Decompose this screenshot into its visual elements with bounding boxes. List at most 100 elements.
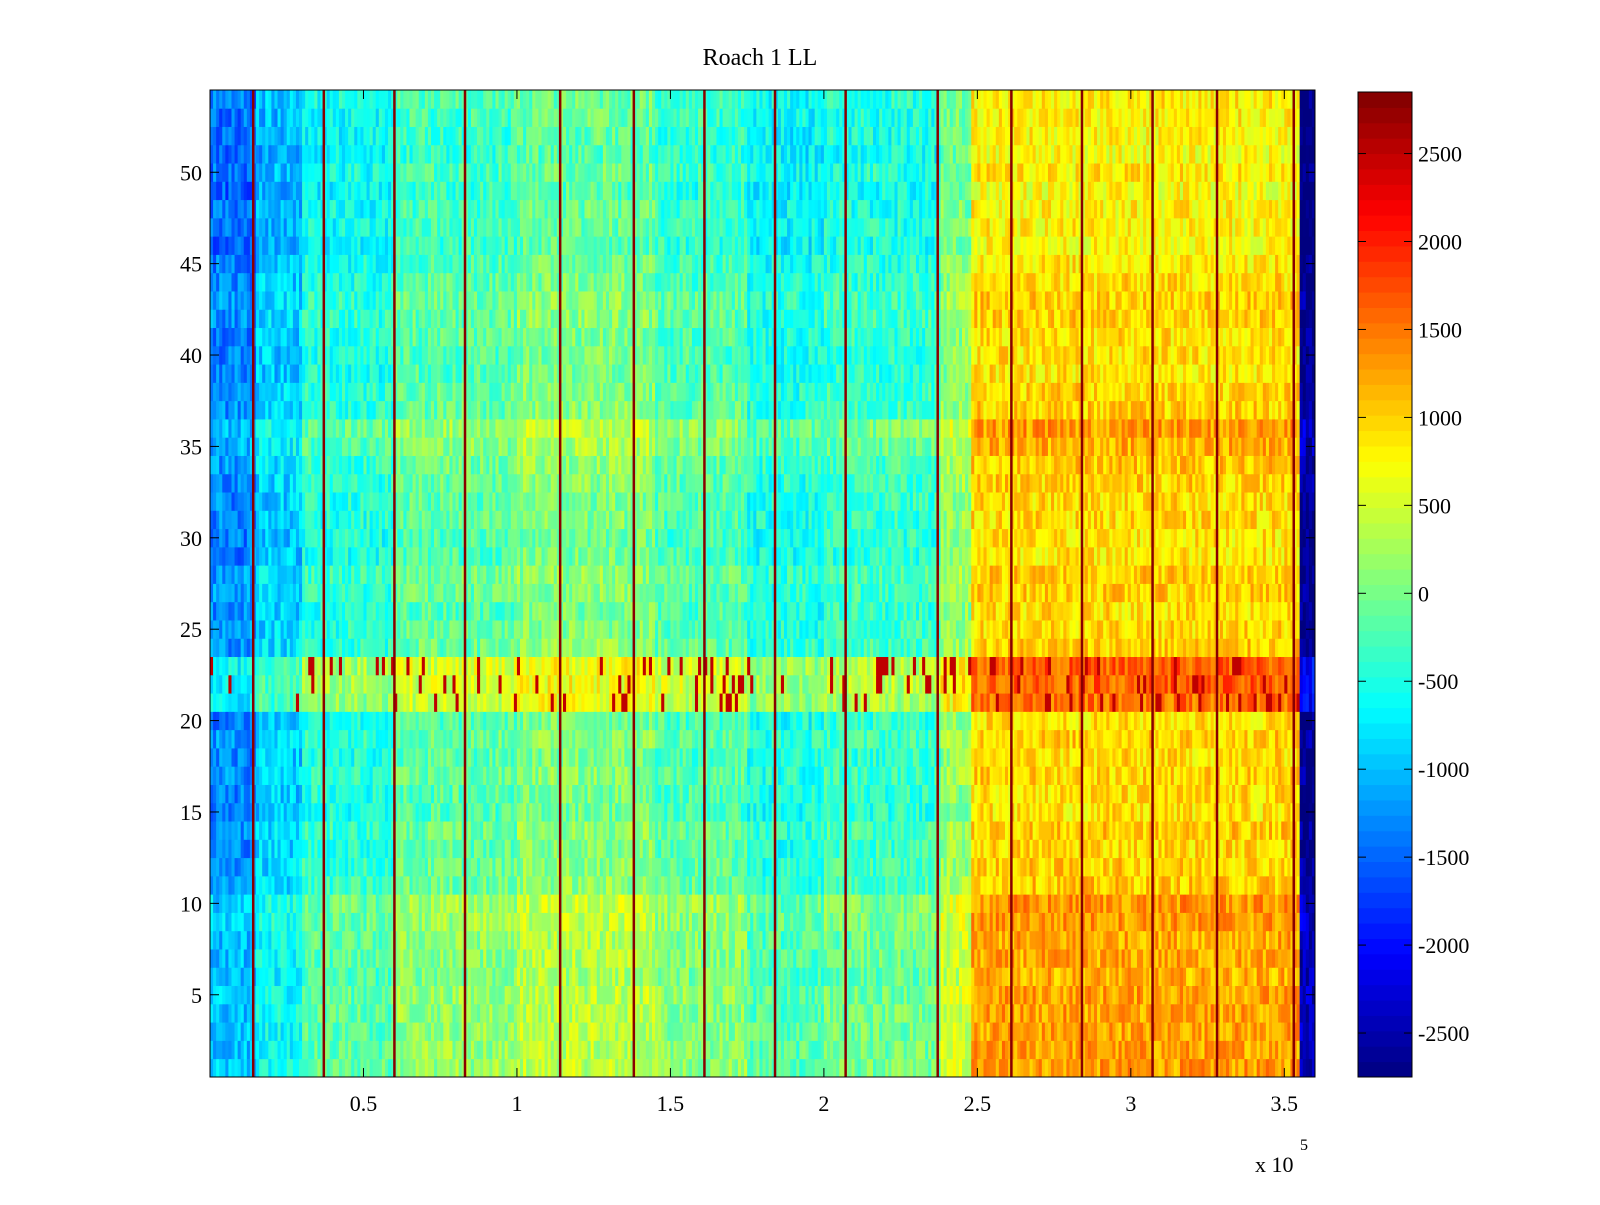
heatmap-cell [1109, 930, 1113, 950]
heatmap-cell [473, 949, 478, 968]
heatmap-cell [830, 1003, 834, 1023]
heatmap-cell [225, 930, 229, 950]
heatmap-cell [507, 930, 512, 950]
heatmap-cell [397, 912, 401, 932]
heatmap-cell [716, 875, 720, 895]
heatmap-cell [1259, 930, 1264, 950]
heatmap-cell [612, 949, 616, 968]
heatmap-cell [986, 985, 991, 1005]
heatmap-cell [289, 821, 294, 840]
heatmap-cell [983, 821, 987, 840]
heatmap-cell [750, 1058, 754, 1078]
heatmap-cell [351, 875, 355, 895]
heatmap-cell [605, 930, 610, 950]
heatmap-cell [504, 894, 509, 913]
heatmap-cell [1198, 930, 1202, 950]
heatmap-cell [903, 1058, 908, 1078]
heatmap-cell [605, 1040, 610, 1060]
heatmap-cell [228, 1022, 232, 1041]
heatmap-cell [848, 894, 852, 913]
heatmap-cell [507, 1022, 512, 1041]
heatmap-cell [424, 857, 429, 877]
heatmap-cell [1047, 875, 1052, 895]
heatmap-cell [1179, 894, 1184, 913]
heatmap-cell [397, 894, 401, 913]
heatmap-cell [894, 1003, 898, 1023]
heatmap-cell [259, 1040, 263, 1060]
heatmap-cell [1044, 930, 1049, 950]
heatmap-cell [302, 1040, 306, 1060]
heatmap-cell [728, 1022, 733, 1041]
heatmap-cell [1216, 839, 1221, 859]
heatmap-cell [756, 912, 760, 932]
heatmap-cell [345, 894, 349, 913]
heatmap-cell [1057, 1058, 1061, 1078]
heatmap-cell [397, 985, 401, 1005]
heatmap-cell [1259, 894, 1264, 913]
heatmap-cell [372, 857, 377, 877]
heatmap-cell [412, 875, 417, 895]
heatmap-cell [283, 949, 288, 968]
heatmap-cell [1250, 949, 1255, 968]
heatmap-cell [495, 1058, 499, 1078]
heatmap-cell [1008, 1003, 1012, 1023]
heatmap-cell [403, 985, 407, 1005]
heatmap-cell [572, 1022, 576, 1041]
heatmap-cell [995, 857, 1000, 877]
heatmap-cell [292, 875, 297, 895]
heatmap-cell [1207, 985, 1212, 1005]
heatmap-cell [1281, 930, 1285, 950]
heatmap-cell [504, 875, 509, 895]
heatmap-cell [566, 839, 570, 859]
heatmap-cell [477, 967, 481, 987]
heatmap-cell [820, 985, 825, 1005]
heatmap-cell [483, 930, 487, 950]
heatmap-cell [682, 839, 687, 859]
heatmap-cell [636, 930, 641, 950]
heatmap-cell [424, 967, 429, 987]
heatmap-cell [317, 1022, 321, 1041]
heatmap-cell [219, 1003, 223, 1023]
heatmap-cell [682, 857, 687, 877]
heatmap-cell [1238, 985, 1242, 1005]
heatmap-cell [498, 875, 502, 895]
heatmap-cell [747, 949, 751, 968]
heatmap-cell [774, 821, 779, 840]
heatmap-cell [400, 894, 404, 913]
heatmap-cell [219, 985, 223, 1005]
heatmap-cell [609, 930, 613, 950]
heatmap-cell [345, 857, 349, 877]
heatmap-cell [231, 839, 235, 859]
heatmap-cell [553, 821, 558, 840]
heatmap-cell [1094, 875, 1098, 895]
heatmap-cell [289, 1058, 294, 1078]
heatmap-cell [326, 949, 331, 968]
heatmap-cell [820, 839, 825, 859]
heatmap-cell [366, 930, 371, 950]
heatmap-cell [915, 894, 920, 913]
heatmap-cell [762, 839, 766, 859]
heatmap-cell [744, 1058, 748, 1078]
heatmap-cell [461, 985, 466, 1005]
heatmap-cell [1262, 1058, 1267, 1078]
heatmap-cell [409, 949, 413, 968]
heatmap-cell [710, 1003, 714, 1023]
heatmap-cell [759, 875, 763, 895]
heatmap-cell [1170, 949, 1175, 968]
heatmap-cell [949, 930, 954, 950]
heatmap-cell [489, 839, 493, 859]
heatmap-cell [771, 857, 776, 877]
heatmap-cell [983, 894, 987, 913]
heatmap-cell [406, 930, 410, 950]
heatmap-cell [704, 985, 708, 1005]
heatmap-cell [811, 1022, 816, 1041]
heatmap-cell [566, 930, 570, 950]
heatmap-cell [799, 1058, 803, 1078]
heatmap-cell [1146, 967, 1150, 987]
heatmap-cell [854, 1040, 859, 1060]
heatmap-cell [213, 821, 217, 840]
heatmap-cell [1170, 1003, 1175, 1023]
heatmap-cell [372, 930, 377, 950]
heatmap-cell [1161, 821, 1165, 840]
heatmap-cell [952, 894, 957, 913]
